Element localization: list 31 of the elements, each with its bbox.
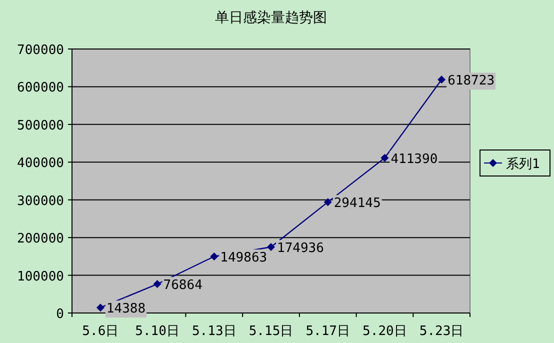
y-tick-label: 400000 xyxy=(17,156,64,172)
y-tick-label: 0 xyxy=(56,307,64,322)
y-tick-label: 200000 xyxy=(17,232,64,247)
point xyxy=(267,243,275,252)
point xyxy=(324,198,332,206)
data-label: 14388 xyxy=(106,302,146,317)
chart-title: 单日感染量趋势图 xyxy=(215,10,327,26)
x-tick-label: 5.15日 xyxy=(248,324,294,339)
x-tick-label: 5.10日 xyxy=(135,324,180,339)
y-tick-label: 500000 xyxy=(17,118,64,134)
x-tick-label: 5.17日 xyxy=(306,324,350,339)
y-tick-label: 100000 xyxy=(17,269,64,284)
y-tick-label: 600000 xyxy=(17,80,64,96)
point xyxy=(438,76,446,84)
data-label: 618723 xyxy=(448,74,495,89)
point xyxy=(96,304,104,312)
y-tick-label: 700000 xyxy=(17,43,64,58)
x-tick-label: 5.6日 xyxy=(82,324,119,339)
data-label: 174936 xyxy=(277,241,324,256)
data-label: 76864 xyxy=(163,278,203,294)
point xyxy=(210,252,218,260)
legend-label: 系列1 xyxy=(506,157,540,172)
data-label: 411390 xyxy=(390,152,438,167)
point xyxy=(153,280,162,288)
x-tick-label: 5.20日 xyxy=(362,324,407,339)
data-label: 149863 xyxy=(220,250,268,266)
y-tick-label: 300000 xyxy=(17,194,64,209)
x-tick-label: 5.23日 xyxy=(419,324,464,339)
data-label: 294145 xyxy=(334,196,381,212)
x-tick-label: 5.13日 xyxy=(192,324,236,339)
point xyxy=(380,154,389,162)
